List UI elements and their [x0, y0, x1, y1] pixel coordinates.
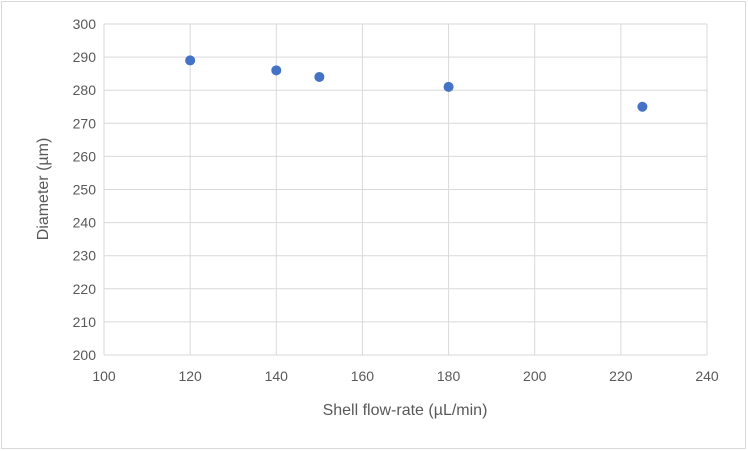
x-tick-label: 160	[351, 368, 375, 384]
x-tick-label: 120	[178, 368, 202, 384]
data-point	[637, 101, 648, 112]
data-point	[314, 71, 325, 82]
data-point	[271, 65, 282, 76]
y-tick-label: 290	[73, 49, 97, 65]
data-points	[185, 55, 648, 112]
y-axis-title: Diameter (µm)	[35, 138, 52, 241]
x-tick-label: 140	[265, 368, 289, 384]
y-tick-label: 240	[73, 215, 97, 231]
data-point	[443, 81, 454, 92]
x-tick-label: 100	[92, 368, 116, 384]
x-tick-labels: 100 120 140 160 180 200 220 240	[92, 368, 719, 384]
y-tick-label: 300	[73, 16, 97, 32]
x-tick-label: 200	[523, 368, 547, 384]
x-tick-label: 240	[695, 368, 719, 384]
y-tick-label: 200	[73, 347, 97, 363]
x-tick-label: 180	[437, 368, 461, 384]
x-tick-label: 220	[609, 368, 633, 384]
gridlines	[103, 23, 708, 356]
x-axis-title: Shell flow-rate (µL/min)	[323, 402, 488, 419]
y-tick-label: 210	[73, 314, 97, 330]
y-tick-label: 250	[73, 182, 97, 198]
y-tick-label: 280	[73, 82, 97, 98]
y-tick-label: 260	[73, 148, 97, 164]
y-tick-label: 270	[73, 115, 97, 131]
y-tick-labels: 200 210 220 230 240 250 260 270 280 290 300	[73, 16, 97, 363]
y-tick-label: 230	[73, 248, 97, 264]
y-tick-label: 220	[73, 281, 97, 297]
data-point	[185, 55, 196, 66]
